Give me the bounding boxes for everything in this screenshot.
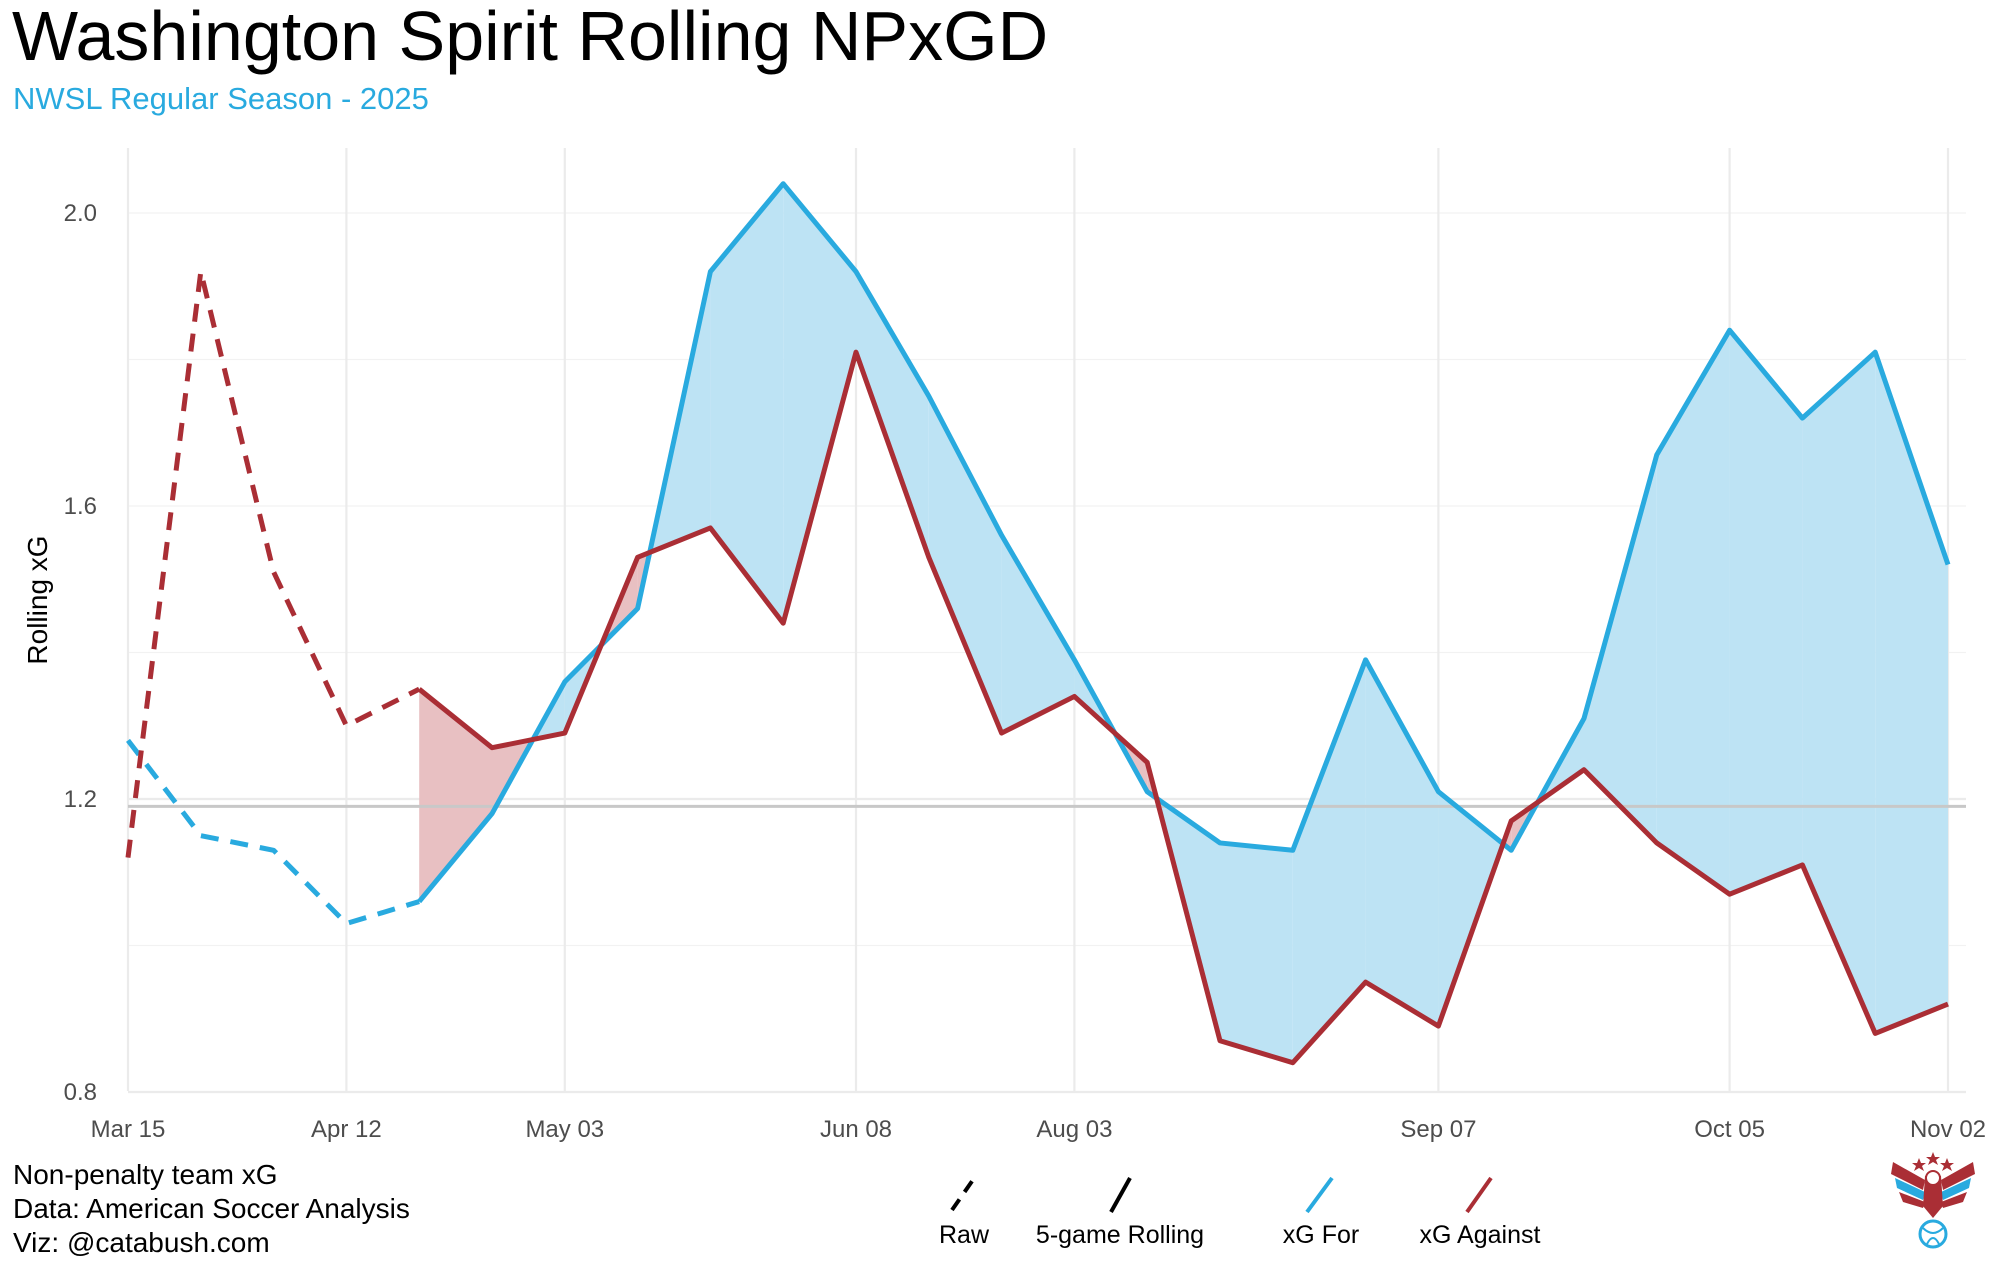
x-tick-label: Oct 05 <box>1694 1116 1765 1143</box>
legend-rolling-icon <box>1109 1177 1132 1213</box>
fill-negative <box>419 689 492 902</box>
fill-positive <box>1656 330 1730 895</box>
fill-positive <box>1001 535 1075 734</box>
y-tick-label: 1.6 <box>64 493 97 520</box>
difference-fill <box>419 183 1948 1063</box>
fill-positive <box>1875 352 1948 1034</box>
x-tick-label: Jun 08 <box>820 1116 892 1143</box>
caption: Non-penalty team xG Data: American Socce… <box>13 1159 410 1258</box>
legend-xg-for-label: xG For <box>1283 1221 1359 1249</box>
legend-xg-for-icon <box>1305 1176 1334 1214</box>
caption-line-1: Non-penalty team xG <box>13 1159 278 1190</box>
legend: Raw 5-game Rolling xG For xG Against <box>939 1175 1541 1249</box>
fill-positive <box>783 183 856 624</box>
fill-positive <box>1438 791 1504 1027</box>
fill-positive <box>928 396 1002 734</box>
y-axis-ticks: 0.8 1.2 1.6 2.0 <box>64 200 97 1106</box>
caption-line-2: Data: American Soccer Analysis <box>13 1193 410 1224</box>
x-tick-label: Sep 07 <box>1400 1116 1476 1143</box>
y-tick-label: 1.2 <box>64 786 97 813</box>
xg-for-rolling-line <box>417 181 1951 904</box>
eagle-soccer-logo-icon <box>1891 1152 1975 1249</box>
y-tick-label: 2.0 <box>64 200 97 227</box>
fill-positive <box>1584 454 1657 843</box>
legend-raw-label: Raw <box>939 1221 990 1249</box>
legend-xg-against-icon <box>1465 1176 1493 1214</box>
fill-positive <box>1292 659 1366 1063</box>
chart-title: Washington Spirit Rolling NPxGD <box>12 0 1048 75</box>
xg-for-raw-line <box>126 738 420 927</box>
chart-subtitle: NWSL Regular Season - 2025 <box>13 81 429 116</box>
x-axis-ticks: Mar 15 Apr 12 May 03 Jun 08 Aug 03 Sep 07 Oct … <box>91 1116 1986 1143</box>
fill-positive <box>1802 352 1876 1034</box>
x-tick-label: Apr 12 <box>311 1116 382 1143</box>
legend-rolling-label: 5-game Rolling <box>1036 1221 1204 1249</box>
xg-against-rolling-line <box>417 349 1949 1066</box>
legend-raw-icon <box>950 1175 977 1212</box>
x-tick-label: Mar 15 <box>91 1116 166 1143</box>
fill-positive <box>1220 842 1293 1063</box>
caption-line-3: Viz: @catabush.com <box>13 1227 270 1258</box>
fill-positive <box>1729 330 1803 895</box>
legend-xg-against-label: xG Against <box>1420 1221 1541 1249</box>
fill-positive <box>856 271 929 558</box>
xg-against-raw-line <box>125 269 421 858</box>
series-lines <box>125 181 1951 1066</box>
y-axis-title: Rolling xG <box>22 535 53 664</box>
x-tick-label: Aug 03 <box>1036 1116 1112 1143</box>
fill-positive <box>1365 659 1439 1027</box>
x-tick-label: May 03 <box>525 1116 604 1143</box>
x-tick-label: Nov 02 <box>1910 1116 1986 1143</box>
y-tick-label: 0.8 <box>64 1079 97 1106</box>
fill-positive <box>710 183 784 624</box>
